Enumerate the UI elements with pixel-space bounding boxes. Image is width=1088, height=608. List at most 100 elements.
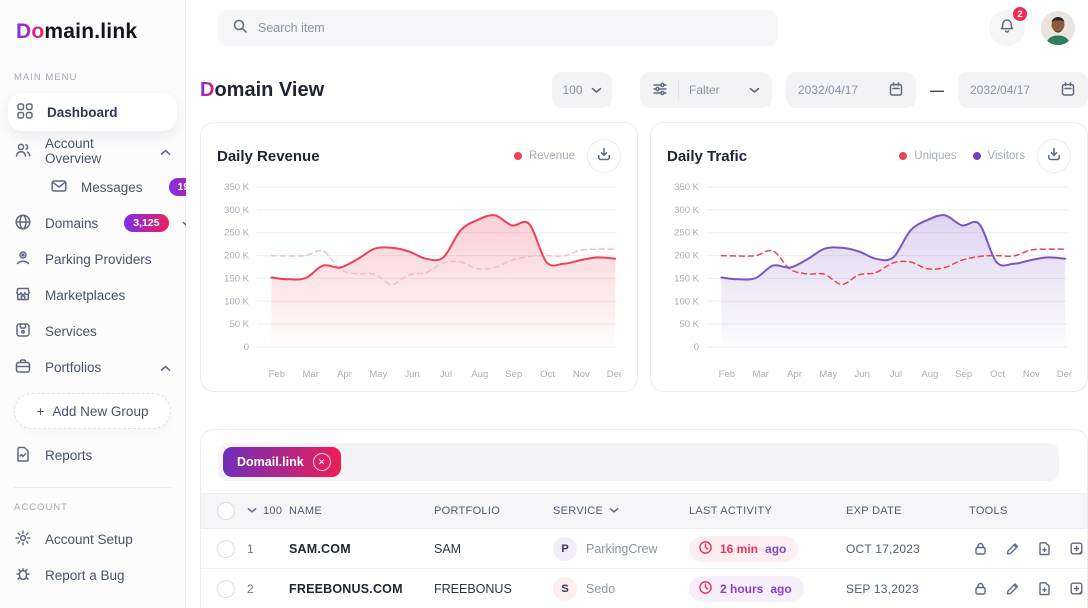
search-bar[interactable] <box>218 10 778 46</box>
file-add-icon[interactable] <box>1033 538 1055 560</box>
bug-icon <box>14 565 32 586</box>
sidebar-item-dashboard[interactable]: Dashboard <box>8 93 177 131</box>
note-add-icon[interactable] <box>1065 578 1087 600</box>
main-menu-section-label: MAIN MENU <box>14 72 78 83</box>
sidebar-item-label: Account Setup <box>45 531 133 547</box>
edit-icon[interactable] <box>1001 578 1023 600</box>
add-new-group-label: Add New Group <box>52 403 149 419</box>
svg-text:Nov: Nov <box>573 369 590 380</box>
svg-text:300 K: 300 K <box>224 205 249 216</box>
account-section-label: ACCOUNT <box>14 502 68 513</box>
exp-date: SEP 13,2023 <box>846 581 919 596</box>
domains-count-badge: 3,125 <box>124 214 169 232</box>
chart-legend: Revenue <box>513 150 575 162</box>
sidebar-item-report-a-bug[interactable]: Report a Bug <box>0 557 185 593</box>
legend-label: Revenue <box>528 150 575 162</box>
sidebar-item-messages[interactable]: Messages 19135 <box>0 169 216 205</box>
download-button[interactable] <box>1037 139 1071 173</box>
chevron-up-icon[interactable] <box>160 144 171 159</box>
clock-icon <box>698 540 713 558</box>
sidebar-item-label: Account Overview <box>45 136 102 166</box>
sidebar-item-account-setup[interactable]: Account Setup <box>0 521 185 557</box>
svg-text:May: May <box>819 369 837 380</box>
daily-revenue-chart: 350 K 300 K 250 K 200 K 150 K 100 K 50 K 0 Feb Ma… <box>217 175 624 392</box>
svg-text:Aug: Aug <box>471 369 488 380</box>
filter-dropdown[interactable]: Falter <box>640 72 772 108</box>
sidebar-item-account-overview[interactable]: Account Overview <box>0 133 185 169</box>
divider <box>678 80 679 100</box>
page-size-select[interactable]: 100 <box>552 72 612 108</box>
svg-text:Oct: Oct <box>540 369 555 380</box>
sidebar-item-parking-providers[interactable]: Parking Providers <box>0 241 185 277</box>
chevron-up-icon[interactable] <box>160 360 171 375</box>
page-controls: 100 Falter 2032/04/17 — <box>552 72 1088 108</box>
chevron-down-icon[interactable] <box>247 505 257 517</box>
report-icon <box>14 445 32 466</box>
lock-icon[interactable] <box>969 578 991 600</box>
search-icon <box>232 18 248 39</box>
sidebar-item-label: Domains <box>45 215 99 231</box>
domains-table-card: Domail.link ✕ 100 NAME PORTFOLIO SERVICE <box>200 429 1088 608</box>
filter-tag[interactable]: Domail.link ✕ <box>223 447 341 477</box>
note-add-icon[interactable] <box>1065 538 1087 560</box>
sidebar-item-label: Portfolios <box>45 359 102 375</box>
chevron-down-icon <box>749 83 760 97</box>
daily-revenue-card: Daily Revenue Revenue 350 K 300 K 250 K 200… <box>200 122 638 392</box>
table-row[interactable]: 2 FREEBONUS.COM FREEBONUS S Sedo 2 hours… <box>201 569 1087 608</box>
tools-cell <box>969 538 1087 560</box>
sidebar-item-services[interactable]: Services <box>0 313 185 349</box>
svg-text:Oct: Oct <box>990 369 1005 380</box>
svg-text:200 K: 200 K <box>224 251 249 262</box>
user-avatar[interactable] <box>1041 11 1075 45</box>
sidebar-item-domains[interactable]: Domains 3,125 <box>0 205 192 241</box>
store-icon <box>14 285 32 306</box>
portfolio-name: SAM <box>434 541 462 556</box>
download-button[interactable] <box>587 139 621 173</box>
lock-icon[interactable] <box>969 538 991 560</box>
sidebar-item-reports[interactable]: Reports <box>0 437 185 473</box>
date-to-picker[interactable]: 2032/04/17 <box>958 72 1088 108</box>
remove-tag-icon[interactable]: ✕ <box>312 453 331 471</box>
edit-icon[interactable] <box>1001 538 1023 560</box>
service-cell: S Sedo <box>553 576 689 601</box>
search-input[interactable] <box>258 21 764 35</box>
column-header-portfolio: PORTFOLIO <box>434 505 501 517</box>
svg-text:0: 0 <box>694 342 699 353</box>
chart-title: Daily Revenue <box>217 147 320 165</box>
file-add-icon[interactable] <box>1033 578 1055 600</box>
sliders-icon <box>652 81 668 100</box>
sidebar-item-label: Reports <box>45 447 93 463</box>
legend-dot <box>513 152 522 160</box>
notification-count-badge: 2 <box>1012 6 1028 22</box>
row-checkbox[interactable] <box>217 539 235 558</box>
svg-text:150 K: 150 K <box>224 273 249 284</box>
svg-text:Apr: Apr <box>337 369 352 380</box>
chart-legend: Uniques Visitors <box>899 150 1025 162</box>
table-row[interactable]: 1 SAM.COM SAM P ParkingCrew 16 min ago OC… <box>201 529 1087 569</box>
portfolio-name: FREEBONUS <box>434 581 512 596</box>
notifications-button[interactable]: 2 <box>989 6 1028 46</box>
svg-text:Dec: Dec <box>1057 369 1071 380</box>
plus-icon: + <box>36 403 45 419</box>
page-header: Domain View 100 Falter 2032/04/17 <box>200 64 1088 122</box>
svg-text:150 K: 150 K <box>674 273 699 284</box>
date-from-picker[interactable]: 2032/04/17 <box>786 72 916 108</box>
sidebar-item-label: Services <box>45 323 97 339</box>
select-all-checkbox[interactable] <box>217 502 235 520</box>
sidebar-item-portfolios[interactable]: Portfolios <box>0 349 185 385</box>
chevron-down-icon[interactable] <box>609 505 619 517</box>
clock-icon <box>698 580 713 598</box>
row-checkbox[interactable] <box>217 579 235 598</box>
daily-trafic-card: Daily Trafic Uniques Visitors 350 K 300 K… <box>650 122 1088 392</box>
tools-cell <box>969 578 1087 600</box>
service-initial-badge: P <box>553 536 577 561</box>
add-new-group-button[interactable]: + Add New Group <box>14 393 171 429</box>
svg-text:Sep: Sep <box>955 369 972 380</box>
svg-text:100 K: 100 K <box>224 296 249 307</box>
exp-date: OCT 17,2023 <box>846 541 921 556</box>
app-logo[interactable]: Domain.link <box>0 16 185 62</box>
service-name: Sedo <box>586 581 616 596</box>
filter-label: Falter <box>689 83 720 97</box>
svg-text:Aug: Aug <box>921 369 938 380</box>
sidebar-item-marketplaces[interactable]: Marketplaces <box>0 277 185 313</box>
